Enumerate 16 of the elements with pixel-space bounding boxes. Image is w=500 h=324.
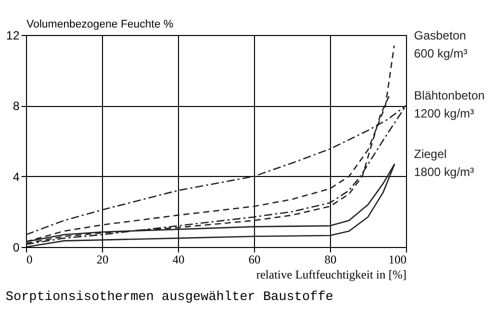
series-label: Gasbeton 600 kg/m³ (414, 28, 468, 61)
series-label: Blähtonbeton 1200 kg/m³ (414, 88, 485, 121)
y-tick-label: 4 (12, 170, 20, 184)
x-tick-label: 60 (248, 252, 260, 266)
x-tick-label: 20 (96, 252, 108, 266)
x-axis-title: relative Luftfeuchtigkeit in [%] (256, 268, 406, 282)
y-tick-label: 0 (12, 240, 20, 254)
x-tick-label: 0 (26, 252, 32, 266)
y-tick-label: 12 (6, 28, 20, 42)
x-tick-label: 40 (172, 252, 184, 266)
x-tick-label: 80 (324, 252, 336, 266)
x-tick-label: 100 (388, 252, 406, 266)
text: Sorptionsisothermen ausgewählter Baustoffe (6, 289, 334, 304)
y-axis-title: Volumenbezogene Feuchte % (26, 18, 174, 30)
series-label: Ziegel 1800 kg/m³ (414, 146, 474, 179)
y-tick-label: 8 (12, 99, 20, 114)
